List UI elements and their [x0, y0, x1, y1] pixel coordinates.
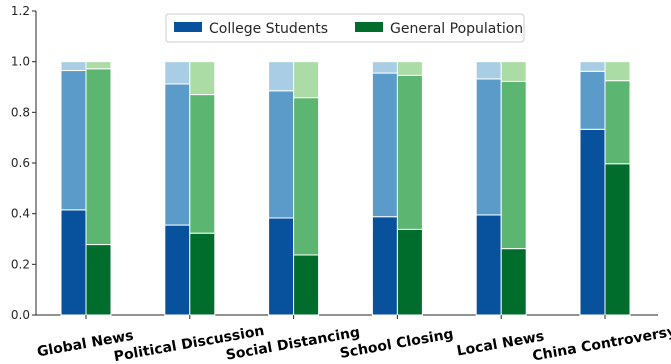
category-label: China Controversy	[531, 324, 671, 364]
bar-segment	[604, 163, 631, 316]
bar-segment	[189, 94, 216, 234]
bar-segment	[164, 224, 191, 316]
y-tick-label: 0.6	[11, 156, 30, 170]
bar-segment	[189, 232, 216, 316]
bar-segment	[475, 61, 502, 80]
bar-segment	[604, 80, 631, 165]
bar-segment	[371, 61, 398, 74]
bar-segment	[60, 70, 87, 211]
legend-label: College Students	[209, 21, 328, 37]
bar-segment	[475, 214, 502, 316]
bar-segment	[164, 83, 191, 226]
bar-segment	[396, 74, 423, 230]
bar-segment	[293, 97, 320, 256]
legend-swatch	[355, 22, 383, 32]
bar-segment	[475, 78, 502, 216]
bar-segment	[164, 61, 191, 85]
bar-segment	[60, 209, 87, 316]
bar-segment	[396, 228, 423, 316]
y-tick-label: 0.8	[11, 105, 30, 119]
bar-segment	[500, 80, 527, 250]
chart-axes: 0.0 0.2 0.4 0.6 0.8 1.0 1.2	[11, 4, 658, 322]
bar-segment	[60, 61, 87, 72]
y-tick-label: 0.2	[11, 257, 30, 271]
bar-segment	[85, 68, 112, 246]
legend-label: General Population	[390, 21, 523, 37]
bar-segment	[500, 61, 527, 82]
y-tick-label: 0.4	[11, 207, 30, 221]
bar-segment	[268, 61, 295, 92]
bar-segment	[293, 61, 320, 99]
bar-segment	[293, 254, 320, 316]
legend-swatch	[174, 22, 202, 32]
bar-segment	[500, 248, 527, 316]
bar-segment	[268, 217, 295, 316]
y-tick-label: 1.2	[11, 4, 30, 18]
bar-segment	[579, 70, 606, 130]
bar-segment	[371, 216, 398, 316]
bar-segment	[85, 61, 112, 70]
bar-segment	[85, 244, 112, 316]
bar-segment	[579, 61, 606, 72]
bar-segment	[579, 128, 606, 316]
bar-segment	[604, 61, 631, 82]
bar-segment	[371, 72, 398, 218]
chart-bars	[60, 61, 631, 316]
bar-segment	[189, 61, 216, 96]
legend-frame	[165, 13, 525, 43]
bar-segment	[268, 90, 295, 219]
y-tick-label: 1.0	[11, 55, 30, 69]
y-tick-label: 0.0	[11, 308, 30, 322]
legend: College Students General Population	[165, 13, 525, 43]
bar-segment	[396, 61, 423, 76]
